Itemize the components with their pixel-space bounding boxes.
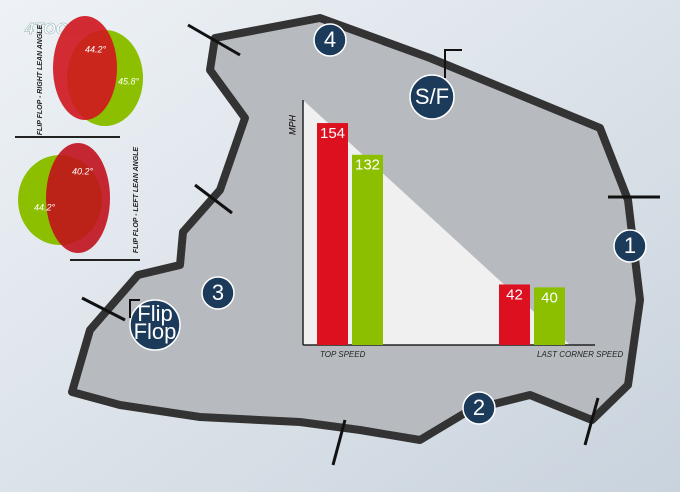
sf-badge [409,74,455,120]
sf-label: S/F [415,84,449,109]
marker [81,296,126,322]
flipflop-label: Flop [134,319,177,344]
corner-badge [613,229,647,263]
value-label: 132 [355,157,380,174]
corner-label: 2 [473,395,485,420]
bar [352,154,383,345]
lean-title: FLIP FLOP - LEFT LEAN ANGLE [133,147,140,253]
corner-label: 3 [212,280,224,305]
corner-badge [313,23,347,57]
x-tick-label: TOP SPEED [320,350,366,359]
value-label: 154 [320,125,345,142]
corner-badge [201,276,235,310]
corner-label: 1 [624,233,636,258]
marker [583,397,600,446]
lean-title: FLIP FLOP - RIGHT LEAN ANGLE [37,24,44,135]
bar [499,284,530,345]
value-label: 40 [541,289,558,306]
y-axis-label: MPH [287,115,297,136]
value-label: 42 [506,286,523,303]
corner-label: 4 [324,27,336,52]
track-markers [81,23,660,466]
bar [534,287,565,345]
marker [331,419,347,466]
lean-angle: 44.2° [85,44,107,54]
flipflop-label: Flip [137,301,172,326]
lean-angle: 44.2° [34,202,56,212]
bike-red [53,16,117,120]
x-tick-label: LAST CORNER SPEED [537,350,623,359]
flipflop-badge [129,299,181,351]
bike-red [46,143,110,253]
corner-badge [462,391,496,425]
bar [317,123,348,345]
lean-angle: 40.2° [72,166,94,176]
marker [187,23,241,57]
bar-chart: TOP SPEED 154 132 LAST CORNER SPEED 42 40 [317,123,623,359]
marker [194,183,233,215]
lean-angle: 45.8° [118,76,140,86]
arrow [129,299,140,318]
arrow [444,49,462,78]
